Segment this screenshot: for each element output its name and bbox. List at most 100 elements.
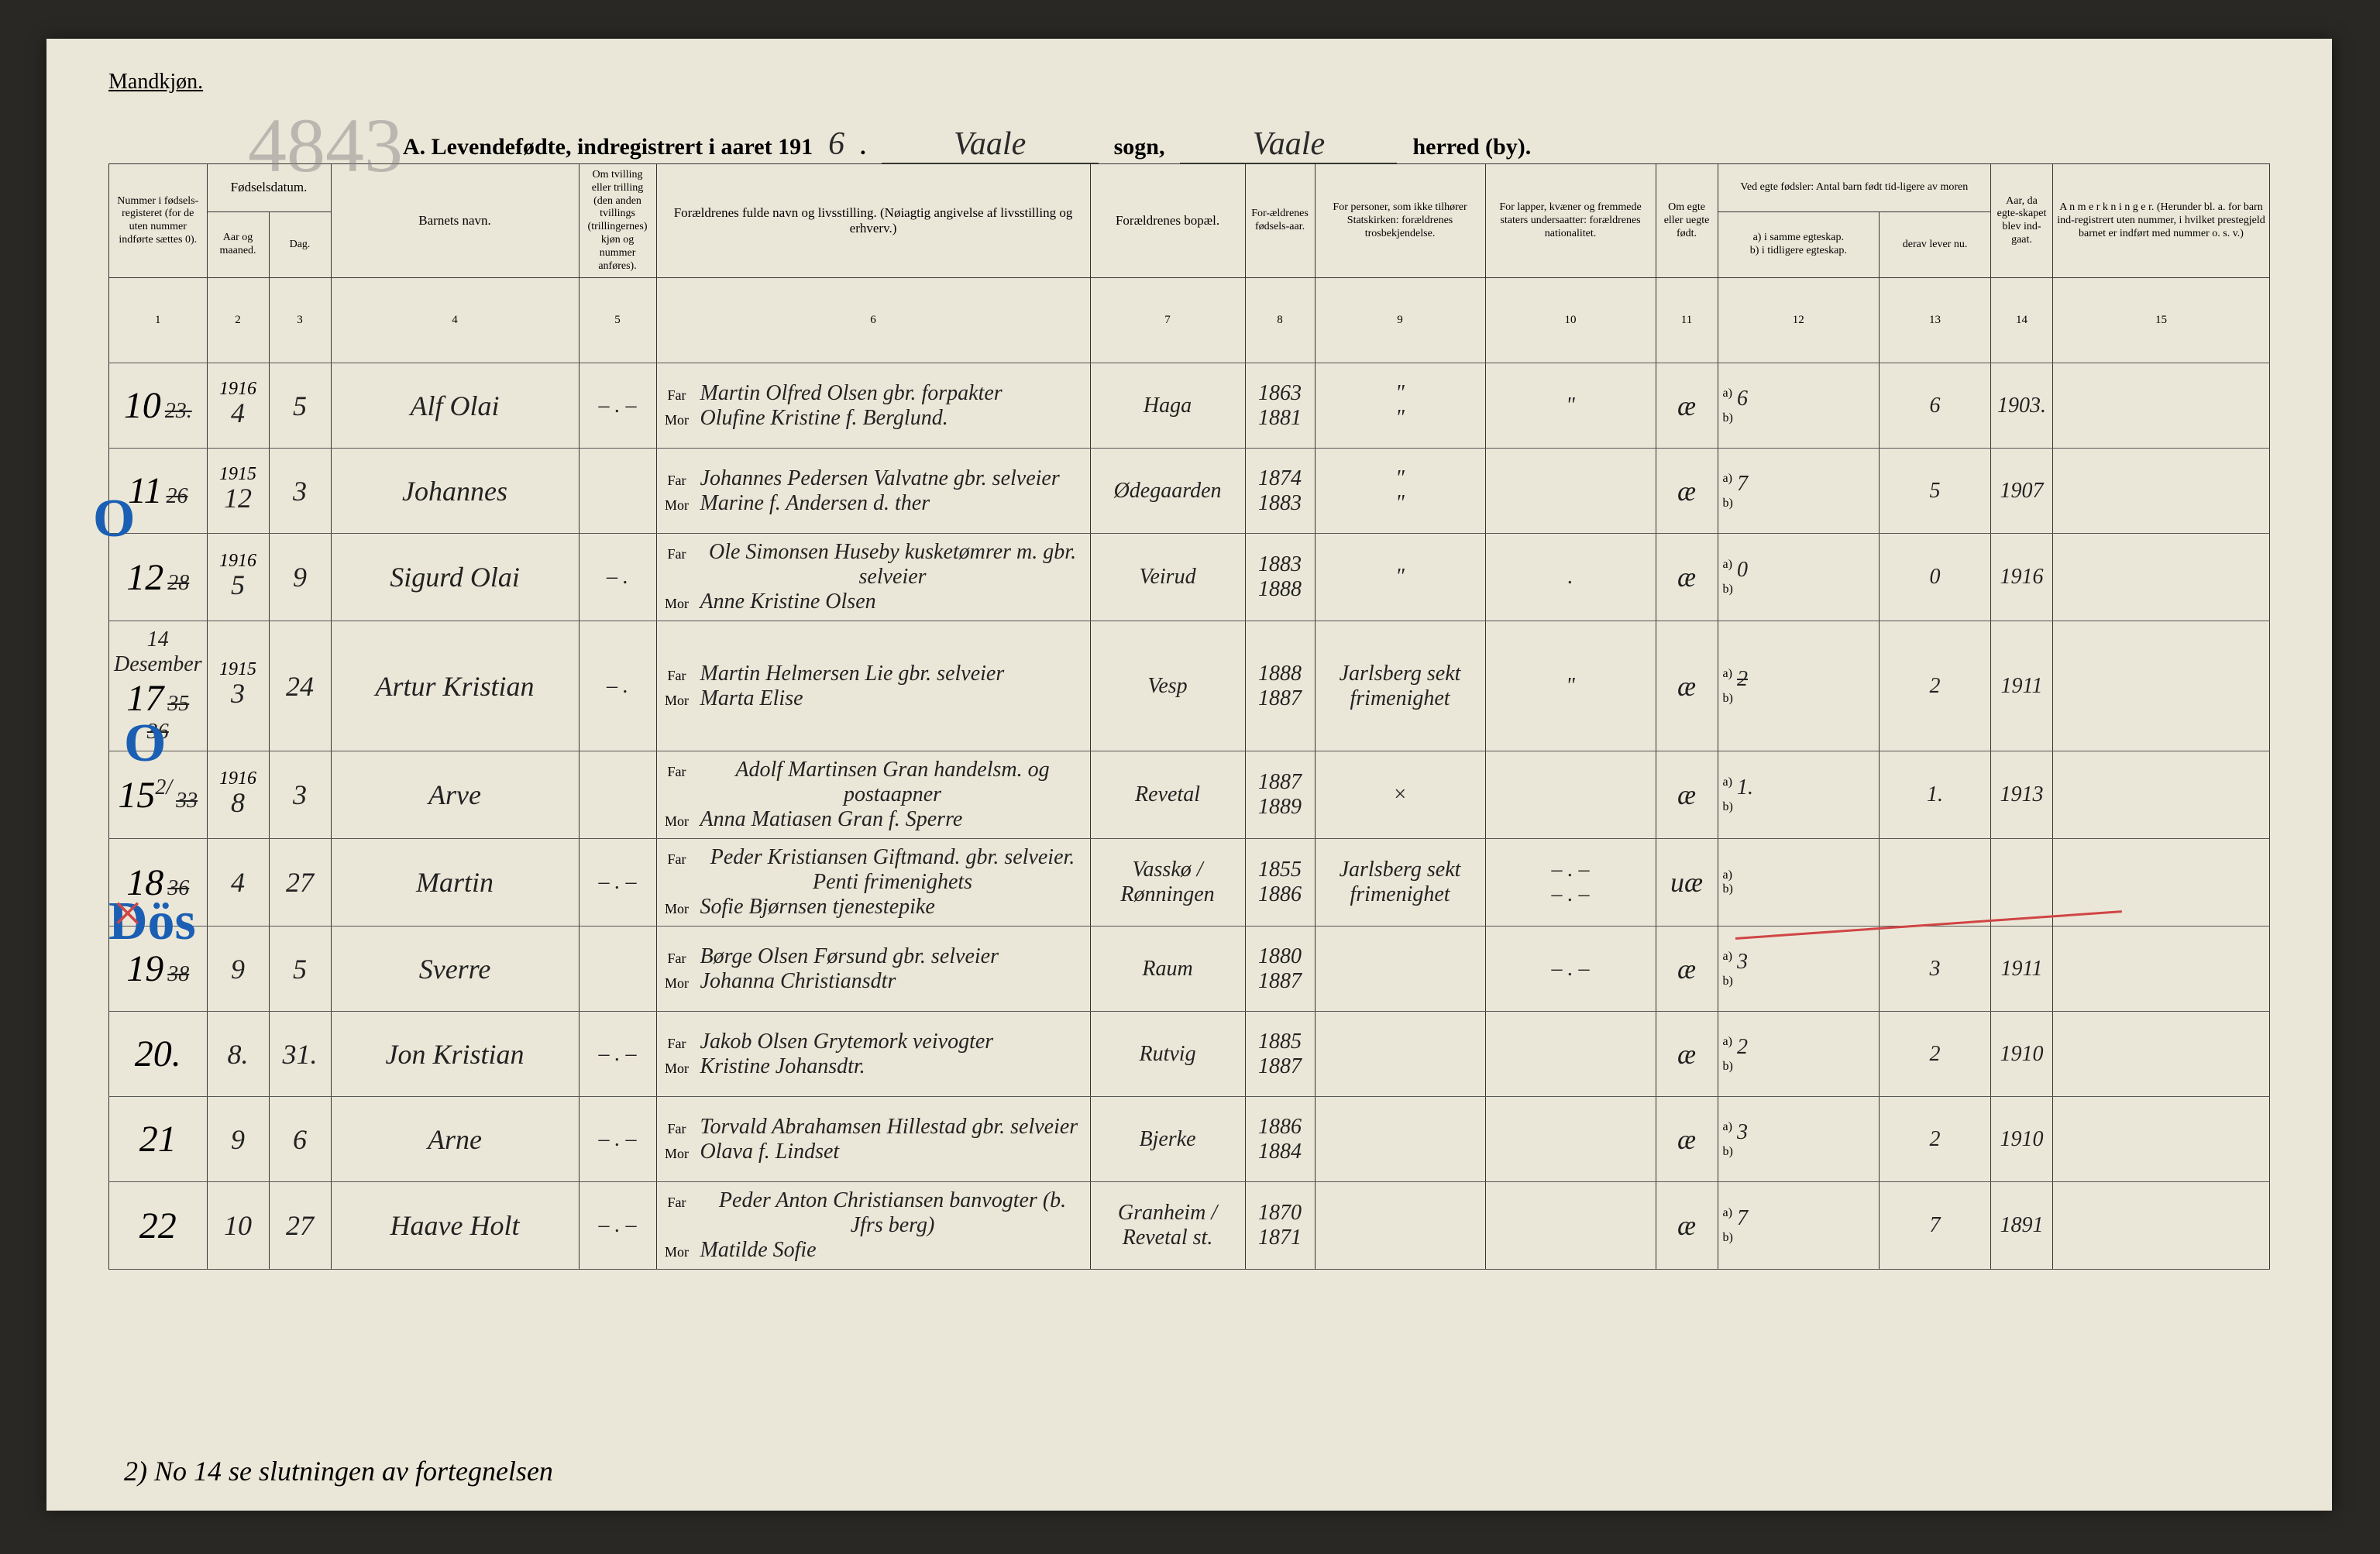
col-statskirke: For personer, som ikke tilhører Statskir… — [1315, 164, 1485, 278]
dag-cell: 27 — [269, 1182, 331, 1270]
anmerk-cell — [2053, 1012, 2270, 1097]
navn-cell: Arne — [331, 1097, 579, 1182]
navn-cell: Sigurd Olai — [331, 534, 579, 621]
dag-cell: 6 — [269, 1097, 331, 1182]
tidligere-cell: a) b) — [1718, 839, 1880, 927]
parents-cell: FarPeder Anton Christiansen banvogter (b… — [656, 1182, 1090, 1270]
egteskap-cell: 1916 — [1991, 534, 2053, 621]
herred-value: Vaale — [1180, 125, 1397, 163]
bopael-cell: Haga — [1090, 363, 1245, 449]
fodselsaar-cell: 18701871 — [1245, 1182, 1315, 1270]
statskirke-cell: " — [1315, 534, 1485, 621]
bopael-cell: Bjerke — [1090, 1097, 1245, 1182]
statskirke-cell — [1315, 1097, 1485, 1182]
navn-cell: Johannes — [331, 449, 579, 534]
aar-cell: 19168 — [207, 751, 269, 839]
lever-cell: 0 — [1880, 534, 1991, 621]
col-bopael: Forældrenes bopæl. — [1090, 164, 1245, 278]
col-egte: Om egte eller uegte født. — [1656, 164, 1718, 278]
table-header: Nummer i fødsels-registeret (for de uten… — [109, 164, 2270, 363]
sogn-label: sogn, — [1114, 134, 1165, 160]
statskirke-cell — [1315, 1012, 1485, 1097]
tidligere-cell: a)7 b) — [1718, 1182, 1880, 1270]
dag-cell: 27 — [269, 839, 331, 927]
bopael-cell: Ødegaarden — [1090, 449, 1245, 534]
col-dag: Dag. — [269, 211, 331, 278]
aar-cell: 9 — [207, 927, 269, 1012]
lapper-cell: " — [1485, 363, 1656, 449]
parents-cell: FarMartin Helmersen Lie gbr. selveier Mo… — [656, 621, 1090, 751]
blue-annotation: O — [124, 713, 166, 775]
bopael-cell: Revetal — [1090, 751, 1245, 839]
col-tidligere-a: a) i samme egteskap.b) i tidligere egtes… — [1718, 211, 1880, 278]
aar-cell: 19153 — [207, 621, 269, 751]
anmerk-cell — [2053, 1097, 2270, 1182]
col-tvilling: Om tvilling eller trilling (den anden tv… — [579, 164, 656, 278]
egte-cell: æ — [1656, 1097, 1718, 1182]
col-lapper: For lapper, kvæner og fremmede staters u… — [1485, 164, 1656, 278]
anmerk-cell — [2053, 1182, 2270, 1270]
navn-cell: Arve — [331, 751, 579, 839]
table-row: 12 28 19165 9 Sigurd Olai – . FarOle Sim… — [109, 534, 2270, 621]
anmerk-cell — [2053, 927, 2270, 1012]
table-row: 19 38 9 5 Sverre FarBørge Olsen Førsund … — [109, 927, 2270, 1012]
parents-cell: FarOle Simonsen Huseby kusketømrer m. gb… — [656, 534, 1090, 621]
aar-cell: 19164 — [207, 363, 269, 449]
tvilling-cell: – . – — [579, 839, 656, 927]
tidligere-cell: a)1. b) — [1718, 751, 1880, 839]
egte-cell: æ — [1656, 1012, 1718, 1097]
egte-cell: æ — [1656, 449, 1718, 534]
seq-cell: 20. — [109, 1012, 208, 1097]
egteskap-cell: 1910 — [1991, 1097, 2053, 1182]
table-row: 152/ 33 19168 3 Arve FarAdolf Martinsen … — [109, 751, 2270, 839]
dag-cell: 24 — [269, 621, 331, 751]
tvilling-cell — [579, 751, 656, 839]
lever-cell: 5 — [1880, 449, 1991, 534]
anmerk-cell — [2053, 363, 2270, 449]
parents-cell: FarMartin Olfred Olsen gbr. forpakter Mo… — [656, 363, 1090, 449]
title-line: A. Levendefødte, indregistrert i aaret 1… — [403, 125, 2270, 163]
bopael-cell: Granheim / Revetal st. — [1090, 1182, 1245, 1270]
seq-cell: 22 — [109, 1182, 208, 1270]
lever-cell: 2 — [1880, 1012, 1991, 1097]
statskirke-cell: Jarlsberg sektfrimenighet — [1315, 621, 1485, 751]
dag-cell: 3 — [269, 751, 331, 839]
dag-cell: 5 — [269, 363, 331, 449]
tidligere-cell: a)2 b) — [1718, 1012, 1880, 1097]
navn-cell: Martin — [331, 839, 579, 927]
tidligere-cell: a)6 b) — [1718, 363, 1880, 449]
dag-cell: 31. — [269, 1012, 331, 1097]
red-x-mark: × — [112, 883, 143, 945]
lapper-cell: " — [1485, 621, 1656, 751]
year-suffix: 6 — [828, 125, 844, 163]
lever-cell: 7 — [1880, 1182, 1991, 1270]
egte-cell: æ — [1656, 621, 1718, 751]
lever-cell: 1. — [1880, 751, 1991, 839]
statskirke-cell: "" — [1315, 363, 1485, 449]
blue-annotation: O — [93, 488, 135, 550]
lapper-cell — [1485, 1097, 1656, 1182]
seq-cell: 10 23. — [109, 363, 208, 449]
navn-cell: Jon Kristian — [331, 1012, 579, 1097]
bopael-cell: Raum — [1090, 927, 1245, 1012]
egte-cell: æ — [1656, 534, 1718, 621]
lever-cell: 6 — [1880, 363, 1991, 449]
fodselsaar-cell: 18631881 — [1245, 363, 1315, 449]
tvilling-cell: – . — [579, 621, 656, 751]
egteskap-cell: 1913 — [1991, 751, 2053, 839]
table-row: 18 36 4 27 Martin – . – FarPeder Kristia… — [109, 839, 2270, 927]
statskirke-cell: "" — [1315, 449, 1485, 534]
col-tidligere-head: Ved egte fødsler: Antal barn født tid-li… — [1718, 164, 1990, 212]
aar-cell: 19165 — [207, 534, 269, 621]
lapper-cell — [1485, 1012, 1656, 1097]
egte-cell: æ — [1656, 363, 1718, 449]
lever-cell: 3 — [1880, 927, 1991, 1012]
navn-cell: Sverre — [331, 927, 579, 1012]
egteskap-cell: 1911 — [1991, 927, 2053, 1012]
lapper-cell: – . –– . – — [1485, 839, 1656, 927]
fodselsaar-cell: 18551886 — [1245, 839, 1315, 927]
col-anmerk: A n m e r k n i n g e r. (Herunder bl. a… — [2053, 164, 2270, 278]
lapper-cell: – . – — [1485, 927, 1656, 1012]
bopael-cell: Rutvig — [1090, 1012, 1245, 1097]
table-body: 10 23. 19164 5 Alf Olai – . – FarMartin … — [109, 363, 2270, 1270]
